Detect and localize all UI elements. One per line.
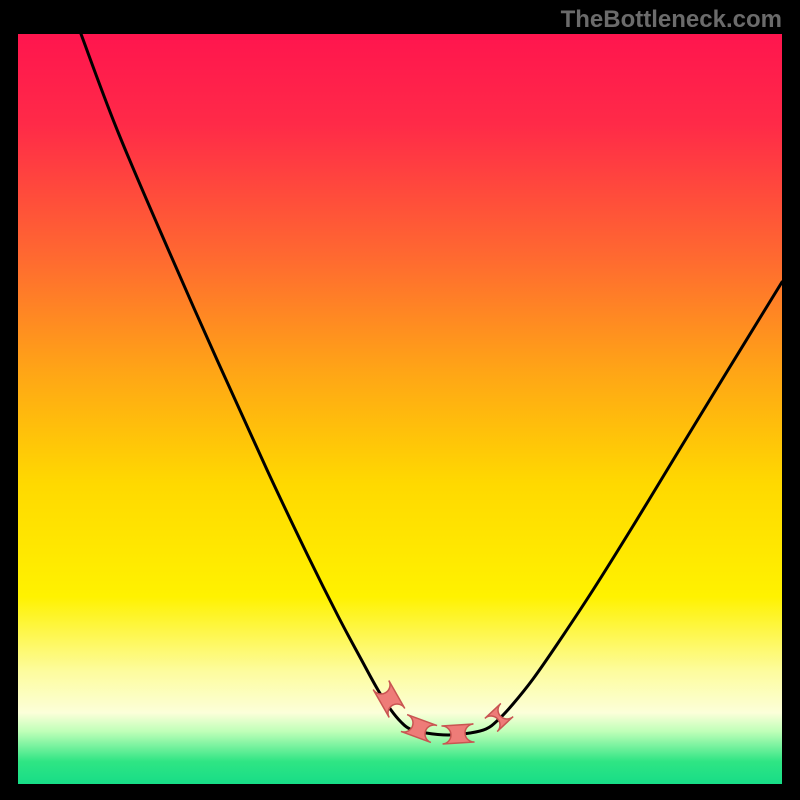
curve-marker	[373, 681, 405, 718]
watermark-text: TheBottleneck.com	[561, 6, 782, 34]
plot-area	[18, 34, 782, 784]
chart-frame: TheBottleneck.com	[0, 0, 800, 800]
bottleneck-curve	[18, 34, 782, 784]
